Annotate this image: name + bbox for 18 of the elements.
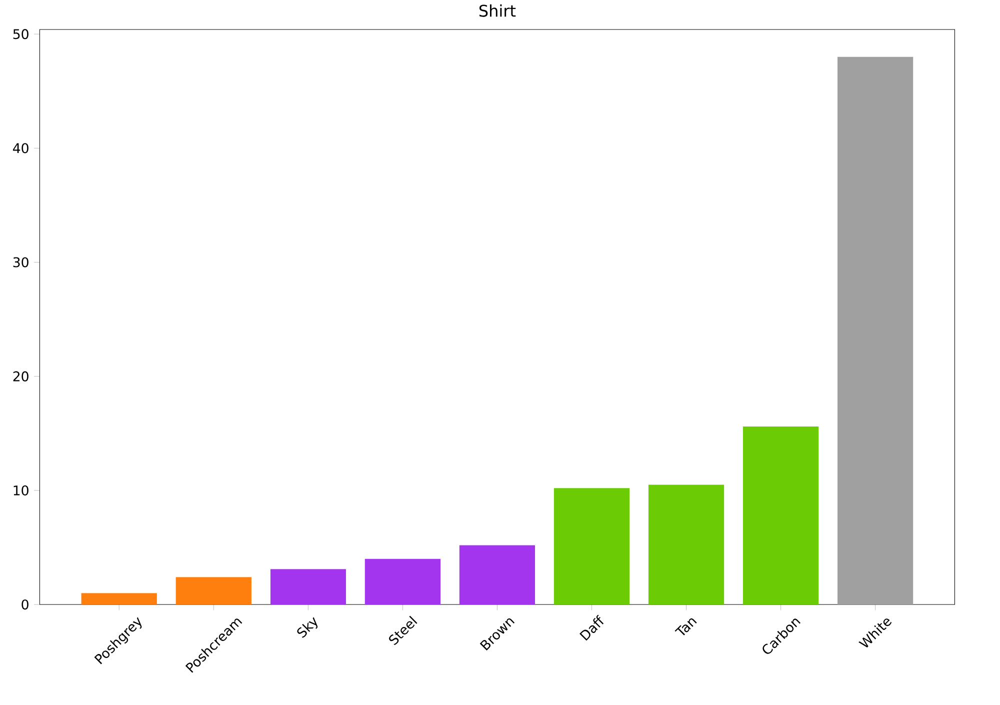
y-tick-label: 50 [13,29,28,40]
bar [459,545,536,605]
bar [270,569,346,605]
y-tick-label: 20 [13,371,28,382]
y-tick-label: 10 [14,485,28,496]
bar [838,56,914,605]
bar [554,488,630,605]
y-tick-label: 40 [12,143,28,154]
chart-title: Shirt [479,4,516,17]
bar [81,593,157,605]
bar [176,577,252,605]
bar [742,426,819,605]
x-tick-label: Tan [674,618,697,636]
x-tick-label: Sky [297,617,318,638]
bar [364,558,440,605]
y-tick-label: 0 [22,600,28,610]
bar [648,484,724,605]
y-tick-label: 30 [13,257,28,268]
